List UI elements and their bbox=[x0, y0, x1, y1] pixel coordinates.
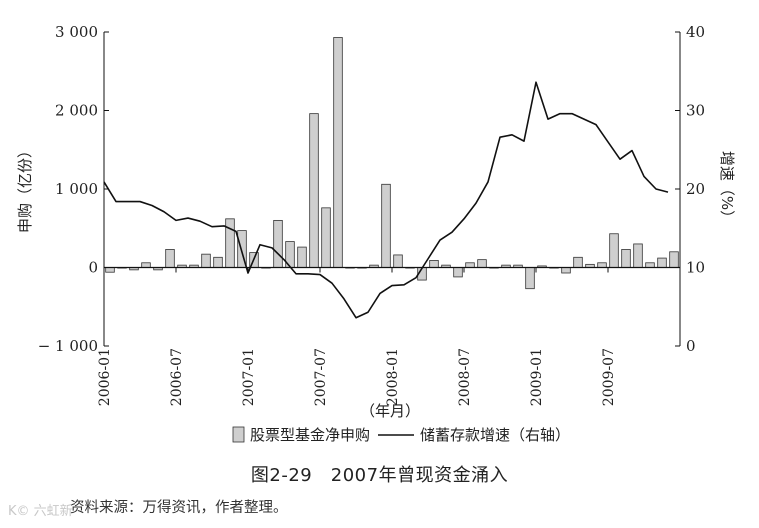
savings-growth-line bbox=[103, 81, 669, 319]
x-tick-label: 2008-07 bbox=[457, 348, 473, 406]
bar-2009-08 bbox=[621, 249, 631, 268]
bar-2009-04 bbox=[573, 256, 583, 268]
y-left-tick-label: 1 000 bbox=[55, 180, 98, 198]
x-axis-label: （年月） bbox=[360, 402, 420, 420]
bar-2009-07 bbox=[609, 233, 619, 268]
bar-2008-06 bbox=[453, 267, 463, 278]
bar-2009-06 bbox=[597, 262, 607, 268]
y-right-tick-label: 20 bbox=[686, 180, 705, 198]
legend-bar-label: 股票型基金净申购 bbox=[250, 426, 370, 444]
bar-2006-09 bbox=[201, 253, 211, 268]
x-tick-label: 2008-01 bbox=[385, 348, 401, 406]
line-series bbox=[103, 81, 669, 319]
bar-2007-07 bbox=[321, 207, 331, 268]
bar-2006-10 bbox=[213, 256, 223, 268]
legend: 股票型基金净申购 储蓄存款增速（右轴） bbox=[232, 426, 570, 444]
bar-2007-06 bbox=[309, 113, 319, 268]
bar-2008-01 bbox=[393, 254, 403, 268]
bar-series bbox=[105, 37, 679, 290]
y-left-tick-label: 3 000 bbox=[55, 23, 98, 41]
bar-2007-08 bbox=[333, 37, 343, 268]
bar-2008-12 bbox=[525, 267, 535, 290]
bar-2009-11 bbox=[657, 257, 667, 268]
figure-caption: 图2-29 2007年曾现资金涌入 bbox=[250, 465, 509, 486]
bar-2007-03 bbox=[273, 219, 283, 268]
x-tick-label: 2006-01 bbox=[97, 348, 113, 406]
bar-2007-12 bbox=[381, 183, 391, 268]
x-tick-label: 2009-01 bbox=[529, 348, 545, 406]
y-left-tick-label: 2 000 bbox=[55, 102, 98, 120]
bar-2009-10 bbox=[645, 262, 655, 268]
y-right-tick-label: 30 bbox=[686, 102, 705, 120]
bar-2008-04 bbox=[429, 260, 439, 268]
y-right-tick-label: 0 bbox=[686, 337, 696, 355]
bar-2006-01 bbox=[105, 267, 115, 273]
legend-line-label: 储蓄存款增速（右轴） bbox=[420, 426, 570, 444]
y-left-tick-label: 0 bbox=[88, 259, 98, 277]
bar-2009-12 bbox=[669, 251, 679, 268]
legend-bar-swatch bbox=[232, 426, 245, 443]
figure-source: 资料来源：万得资讯，作者整理。 bbox=[70, 500, 288, 516]
bar-2006-04 bbox=[141, 262, 151, 268]
chart-area: 3 000 2 000 1 000 0 − 1 000 40 30 20 10 0 2006-01 2… bbox=[16, 23, 736, 444]
bar-2007-05 bbox=[297, 246, 307, 268]
bar-2008-07 bbox=[465, 262, 475, 268]
bar-2008-08 bbox=[477, 259, 487, 268]
x-tick-label: 2007-01 bbox=[241, 348, 257, 406]
y-right-tick-label: 10 bbox=[686, 259, 705, 277]
y-left-axis-label: 申购（亿份） bbox=[16, 143, 34, 233]
bar-2009-03 bbox=[561, 267, 571, 274]
bar-2006-11 bbox=[225, 218, 235, 268]
y-right-axis-label: 增速（%） bbox=[718, 151, 736, 225]
bar-2009-09 bbox=[633, 243, 643, 268]
watermark: K© 六虹新 bbox=[8, 504, 73, 519]
bar-2006-06 bbox=[165, 249, 175, 268]
y-left-tick-label: − 1 000 bbox=[38, 337, 98, 355]
y-right-tick-label: 40 bbox=[686, 23, 705, 41]
x-tick-label: 2007-07 bbox=[313, 348, 329, 406]
x-tick-label: 2006-07 bbox=[169, 348, 185, 406]
x-tick-label: 2009-07 bbox=[601, 348, 617, 406]
